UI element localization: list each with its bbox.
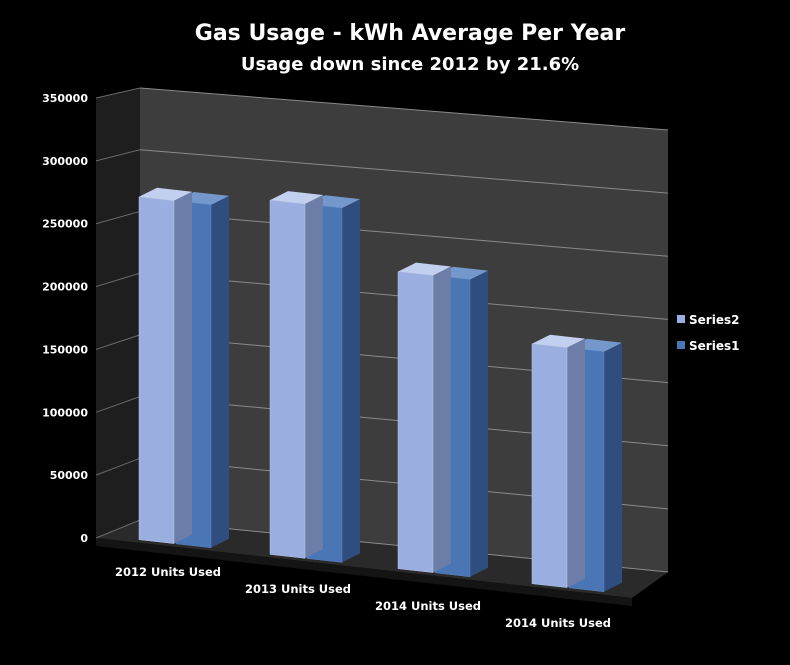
legend-label-series1: Series1 [689, 339, 739, 353]
y-axis-ticks: 0 50000 100000 150000 200000 250000 300000 3500… [42, 92, 88, 545]
x-category-label: 2014 Units Used [505, 616, 611, 630]
floor-edge [96, 538, 632, 606]
bar-group [269, 191, 360, 563]
y-tick-label: 50000 [50, 469, 89, 482]
side-wall [96, 88, 140, 538]
gridline-side [95, 519, 141, 539]
bar-top [398, 262, 451, 276]
bar-top [270, 191, 323, 204]
bar-top [139, 187, 192, 201]
gridline [139, 87, 669, 131]
y-tick-label: 200000 [42, 281, 88, 294]
bar-group [138, 187, 229, 549]
legend-swatch-series1 [677, 341, 685, 349]
chart-title: Gas Usage - kWh Average Per Year [195, 21, 626, 46]
bar-top [532, 334, 585, 348]
bar-side [305, 195, 323, 559]
x-axis-categories: 2012 Units Used 2013 Units Used 2014 Units… [115, 565, 611, 630]
bar-side [342, 199, 360, 563]
bar-group [397, 262, 488, 578]
x-category-label: 2012 Units Used [115, 565, 221, 579]
gridline-side [95, 396, 141, 413]
bar-group [531, 334, 622, 593]
bar [531, 343, 568, 588]
x-category-label: 2014 Units Used [375, 599, 481, 613]
y-tick-label: 150000 [42, 343, 88, 356]
bars [138, 187, 622, 593]
bar-side [604, 342, 622, 592]
bar-side [470, 270, 488, 577]
floor [96, 520, 668, 598]
y-tick-label: 250000 [42, 218, 88, 231]
gridline [139, 149, 669, 194]
bar [138, 196, 175, 544]
y-tick-label: 100000 [42, 406, 88, 419]
bar [397, 271, 434, 573]
legend: Series2 Series1 [677, 313, 739, 353]
gridline-side [95, 457, 141, 476]
gridline-side [95, 210, 141, 225]
legend-swatch-series2 [677, 315, 685, 323]
y-tick-label: 300000 [42, 155, 88, 168]
gridline-side [95, 149, 141, 162]
bar-side [211, 195, 229, 548]
bar-side [567, 338, 585, 588]
bar [269, 199, 306, 559]
y-tick-label: 350000 [42, 92, 88, 105]
gridline-side [95, 334, 141, 350]
y-tick-label: 0 [80, 532, 88, 545]
legend-label-series2: Series2 [689, 313, 739, 327]
bar-side [174, 191, 192, 544]
x-category-label: 2013 Units Used [245, 582, 351, 596]
bar-side [433, 266, 451, 573]
chart-subtitle: Usage down since 2012 by 21.6% [241, 54, 579, 75]
gridline-side [95, 272, 141, 288]
gridline-side [95, 87, 141, 99]
